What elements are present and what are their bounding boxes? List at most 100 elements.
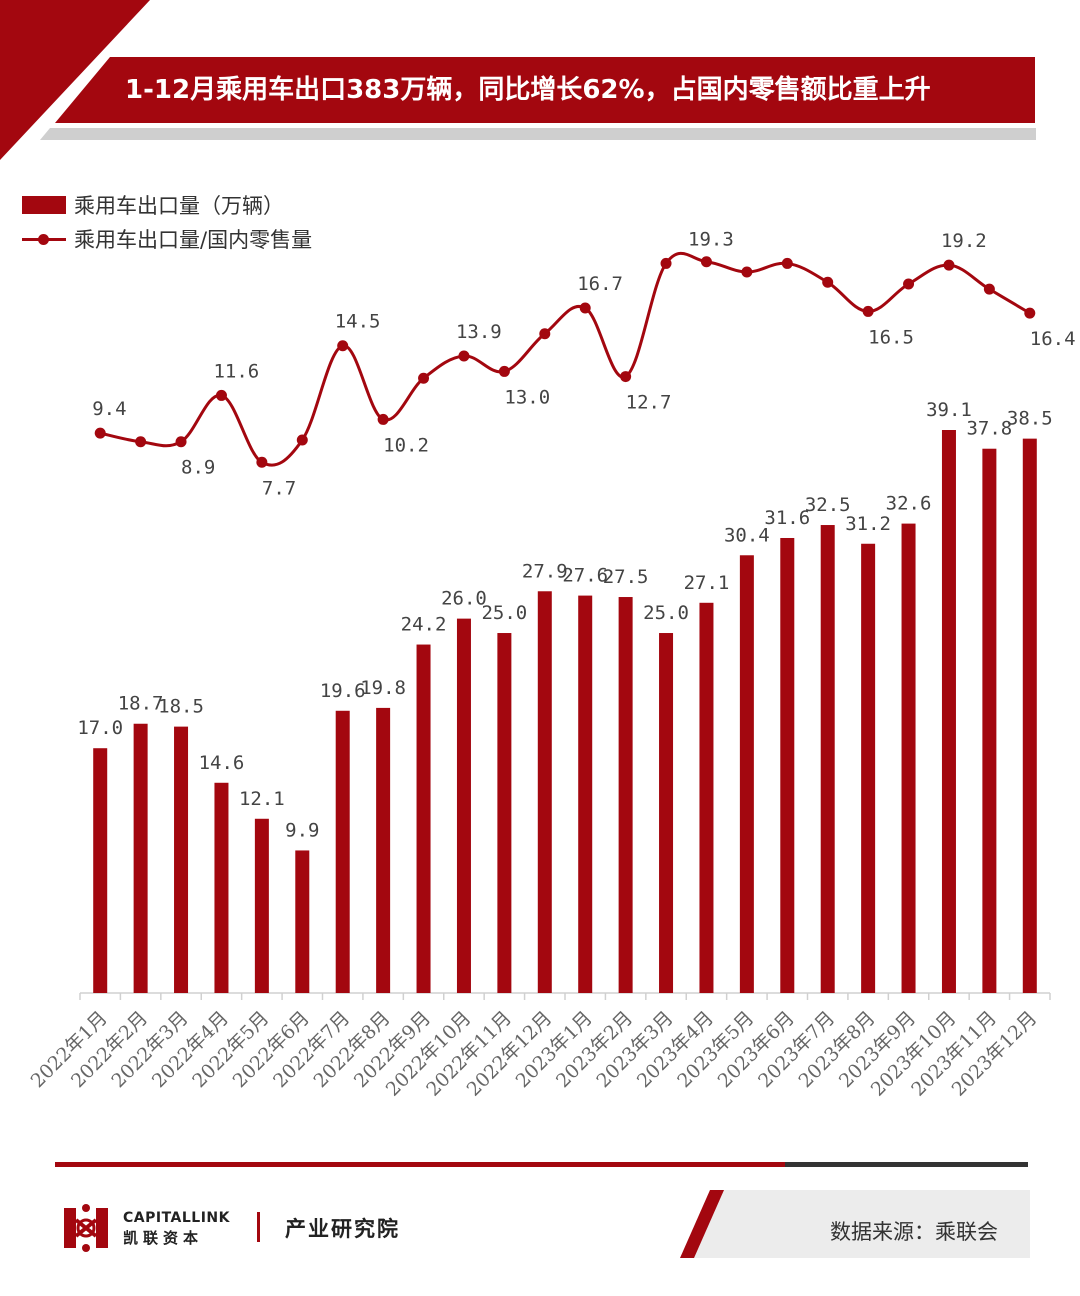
legend-bar-label: 乘用车出口量（万辆） — [74, 194, 284, 218]
institute-name: 产业研究院 — [285, 1217, 400, 1241]
line-point-export-ratio — [94, 427, 106, 439]
title-underline — [40, 128, 1036, 140]
bar-export-volume — [618, 597, 633, 993]
bar-export-volume — [982, 448, 997, 994]
bar-export-volume — [861, 543, 876, 993]
logo-text-cn: 凯联资本 — [123, 1229, 204, 1247]
line-data-label: 16.7 — [577, 273, 623, 295]
line-point-export-ratio — [215, 389, 227, 401]
chart-canvas: 17.018.718.514.612.19.919.619.824.226.02… — [27, 228, 1076, 1100]
legend-line-swatch — [22, 230, 66, 248]
line-data-label: 19.2 — [941, 230, 987, 252]
line-point-export-ratio — [256, 456, 268, 468]
capitallink-logo-icon — [64, 1204, 108, 1252]
legend-item-line: 乘用车出口量/国内零售量 — [22, 222, 312, 256]
bar-data-label: 31.2 — [845, 513, 891, 535]
line-point-export-ratio — [903, 278, 915, 290]
bar-data-label: 27.1 — [684, 572, 730, 594]
legend-bar-swatch — [22, 196, 66, 214]
bar-export-volume — [174, 726, 189, 993]
bar-export-volume — [497, 633, 512, 993]
bar-export-volume — [780, 537, 795, 993]
line-point-export-ratio — [539, 328, 551, 340]
bar-export-volume — [578, 595, 593, 993]
line-data-label: 14.5 — [335, 311, 381, 333]
data-source: 数据来源：乘联会 — [830, 1220, 998, 1244]
bar-data-label: 19.8 — [360, 677, 406, 699]
line-data-label: 9.4 — [92, 398, 126, 420]
bar-data-label: 25.0 — [643, 602, 689, 624]
bar-data-label: 24.2 — [401, 614, 447, 636]
bar-export-volume — [456, 618, 471, 993]
line-data-label: 16.4 — [1030, 328, 1076, 350]
bar-data-label: 31.6 — [764, 507, 810, 529]
bar-data-label: 30.4 — [724, 524, 770, 546]
line-point-export-ratio — [337, 340, 349, 352]
line-data-label: 19.3 — [688, 228, 734, 250]
line-point-export-ratio — [620, 371, 632, 383]
footer-divider-red — [55, 1162, 785, 1167]
line-data-label: 13.0 — [504, 386, 550, 408]
line-data-label: 7.7 — [262, 477, 296, 499]
bar-export-volume — [739, 555, 754, 993]
bar-data-label: 19.6 — [320, 680, 366, 702]
logo-text-en: CAPITALLINK — [123, 1210, 230, 1226]
bar-export-volume — [93, 748, 108, 993]
bar-data-label: 32.5 — [805, 494, 851, 516]
footer-divider-dark — [785, 1162, 1028, 1167]
bar-export-volume — [941, 430, 956, 993]
line-data-label: 10.2 — [383, 434, 429, 456]
legend-line-label: 乘用车出口量/国内零售量 — [74, 228, 313, 252]
page-title: 1-12月乘用车出口383万辆，同比增长62%，占国内零售额比重上升 — [125, 75, 931, 105]
chart-legend: 乘用车出口量（万辆） 乘用车出口量/国内零售量 — [22, 188, 312, 256]
bar-export-volume — [416, 644, 431, 993]
line-point-export-ratio — [579, 302, 591, 314]
bar-export-volume — [254, 818, 269, 993]
title-banner — [55, 57, 1035, 123]
line-point-export-ratio — [862, 305, 874, 317]
line-point-export-ratio — [458, 350, 470, 362]
line-data-label: 13.9 — [456, 321, 502, 343]
line-point-export-ratio — [781, 257, 793, 269]
line-point-export-ratio — [943, 259, 955, 271]
line-point-export-ratio — [822, 276, 834, 288]
bar-data-label: 37.8 — [966, 418, 1012, 440]
bar-data-label: 12.1 — [239, 788, 285, 810]
bar-export-volume — [376, 707, 391, 993]
bar-data-label: 26.0 — [441, 588, 487, 610]
bar-data-label: 32.6 — [886, 493, 932, 515]
line-data-label: 8.9 — [181, 457, 215, 479]
bar-data-label: 27.5 — [603, 566, 649, 588]
bar-export-volume — [295, 850, 310, 993]
line-point-export-ratio — [983, 283, 995, 295]
bar-export-volume — [901, 523, 916, 993]
line-data-label: 11.6 — [213, 360, 259, 382]
bar-data-label: 39.1 — [926, 399, 972, 421]
bar-export-volume — [1022, 438, 1037, 993]
line-point-export-ratio — [498, 365, 510, 377]
legend-item-bar: 乘用车出口量（万辆） — [22, 188, 312, 222]
line-point-export-ratio — [175, 436, 187, 448]
line-point-export-ratio — [377, 413, 389, 425]
source-panel — [680, 1190, 1030, 1258]
bar-data-label: 27.9 — [522, 560, 568, 582]
bar-export-volume — [699, 602, 714, 993]
bar-export-volume — [214, 782, 229, 993]
bar-export-volume — [537, 591, 552, 993]
bar-data-label: 27.6 — [562, 565, 608, 587]
line-point-export-ratio — [741, 266, 753, 278]
bar-data-label: 9.9 — [285, 819, 319, 841]
line-data-label: 16.5 — [868, 326, 914, 348]
bar-data-label: 14.6 — [199, 752, 245, 774]
line-export-ratio — [99, 251, 1031, 467]
logo-separator — [257, 1212, 260, 1242]
bar-data-label: 25.0 — [481, 602, 527, 624]
bar-export-volume — [133, 723, 148, 993]
bar-export-volume — [335, 710, 350, 993]
line-point-export-ratio — [135, 436, 147, 448]
line-point-export-ratio — [418, 372, 430, 384]
line-point-export-ratio — [296, 434, 308, 446]
bar-data-label: 38.5 — [1007, 408, 1053, 430]
bar-data-label: 17.0 — [77, 717, 123, 739]
line-point-export-ratio — [660, 257, 672, 269]
